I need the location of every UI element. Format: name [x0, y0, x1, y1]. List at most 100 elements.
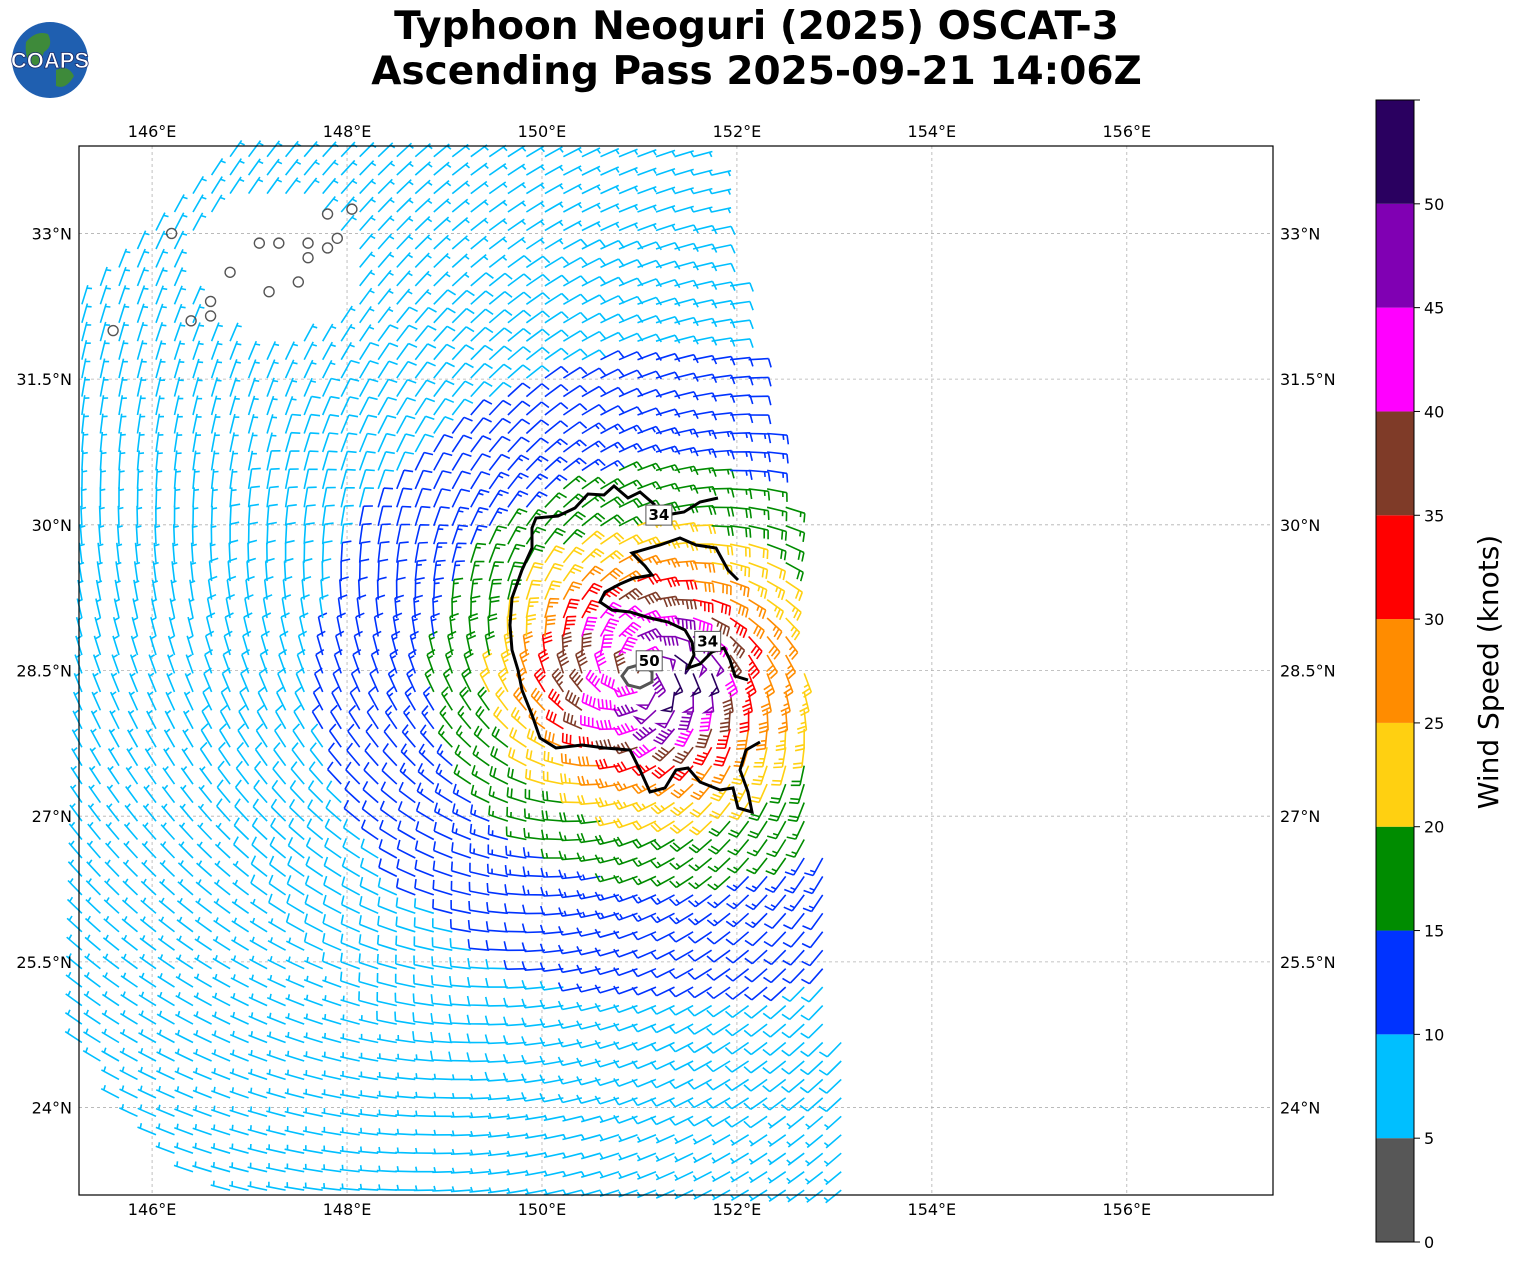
wind-barb: [349, 686, 361, 711]
wind-barb: [636, 1170, 657, 1180]
wind-barb: [599, 584, 623, 601]
wind-barb: [182, 728, 194, 748]
wind-barb: [744, 912, 768, 929]
colorbar-swatch: [1376, 930, 1414, 1035]
wind-barb: [674, 187, 694, 195]
wind-barb: [266, 450, 281, 471]
wind-barb: [396, 197, 414, 213]
wind-barb: [767, 1134, 787, 1148]
wind-barb: [706, 1004, 731, 1018]
wind-barb: [748, 432, 772, 444]
wind-barb: [396, 160, 414, 176]
wind-barb: [150, 598, 158, 619]
wind-barb: [180, 766, 194, 785]
wind-barb: [562, 711, 583, 730]
wind-barb: [396, 215, 414, 232]
wind-barb: [434, 783, 453, 804]
wind-barb: [503, 960, 527, 970]
wind-barb: [433, 488, 451, 508]
wind-barb: [692, 392, 718, 402]
wind-barb: [537, 649, 550, 674]
wind-barb: [618, 1152, 638, 1161]
wind-barb: [96, 561, 103, 582]
wind-barb: [133, 561, 141, 582]
wind-barb: [285, 994, 305, 1007]
wind-barb: [396, 342, 418, 361]
wind-barb: [229, 359, 241, 379]
wind-barb: [396, 451, 415, 471]
wind-barb: [724, 673, 739, 698]
wind-barb: [175, 992, 194, 1007]
wind-barb: [593, 649, 607, 674]
wind-barb: [507, 181, 527, 195]
wind-barb: [724, 1097, 750, 1110]
wind-barb: [762, 1060, 787, 1075]
wind-barb: [488, 144, 508, 158]
wind-barb: [341, 876, 361, 896]
lat-label-right: 28.5°N: [1280, 662, 1336, 681]
wind-barb: [525, 237, 545, 250]
wind-barb: [655, 1170, 675, 1181]
wind-barb: [155, 303, 167, 324]
wind-barb: [331, 686, 342, 711]
wind-barb: [414, 559, 427, 582]
wind-barb: [765, 654, 778, 680]
wind-barb: [136, 321, 148, 342]
wind-barb: [730, 506, 752, 519]
wind-barb: [136, 230, 150, 250]
wind-barb: [451, 434, 473, 453]
wind-barb: [725, 968, 750, 982]
wind-barb: [785, 525, 806, 543]
wind-barb: [173, 377, 184, 397]
wind-barb: [359, 269, 376, 287]
wind-barb: [229, 450, 239, 471]
wind-barb: [107, 747, 120, 767]
wind-barb: [655, 595, 680, 608]
colorbar-swatch: [1376, 619, 1414, 723]
wind-barb: [668, 968, 694, 980]
wind-barb: [470, 381, 493, 398]
wind-barb: [181, 747, 194, 767]
wind-barb: [650, 986, 675, 997]
wind-barb: [618, 203, 639, 213]
wind-barb: [173, 212, 188, 231]
wind-barb: [397, 801, 416, 822]
wind-barb: [419, 724, 435, 748]
wind-barb: [767, 1115, 787, 1129]
wind-barb: [544, 256, 569, 269]
wind-barb: [229, 1106, 249, 1118]
wind-barb: [414, 577, 425, 600]
wind-barb: [255, 723, 268, 748]
wind-barb: [118, 468, 125, 489]
wind-barb: [769, 783, 787, 804]
wind-barb: [284, 158, 302, 176]
wind-barb: [377, 915, 398, 933]
wind-barb: [635, 691, 657, 711]
wind-barb: [156, 1066, 175, 1081]
wind-barb: [432, 918, 453, 933]
wind-barb: [232, 860, 250, 878]
wind-barb: [432, 899, 453, 915]
wind-barb: [451, 253, 470, 268]
wind-barb: [637, 370, 662, 380]
wind-barb: [450, 1074, 471, 1081]
wind-barb: [395, 897, 416, 915]
wind-barb: [544, 438, 568, 453]
wind-barb: [232, 879, 250, 896]
wind-barb: [303, 432, 320, 453]
wind-barb: [544, 201, 564, 213]
wind-barb: [242, 630, 252, 656]
wind-barb: [799, 1097, 824, 1112]
colorbar-swatch: [1376, 515, 1414, 620]
wind-barb: [210, 157, 226, 176]
wind-barb: [163, 747, 176, 767]
wind-barb: [352, 649, 362, 674]
colorbar-title: Wind Speed (knots): [1472, 535, 1505, 809]
wind-barb: [618, 222, 639, 232]
wind-barb: [379, 800, 398, 822]
wind-barb: [173, 432, 183, 453]
wind-barb: [595, 758, 620, 770]
wind-barb: [155, 468, 163, 489]
wind-barb: [765, 857, 787, 876]
wind-barb: [451, 822, 472, 841]
